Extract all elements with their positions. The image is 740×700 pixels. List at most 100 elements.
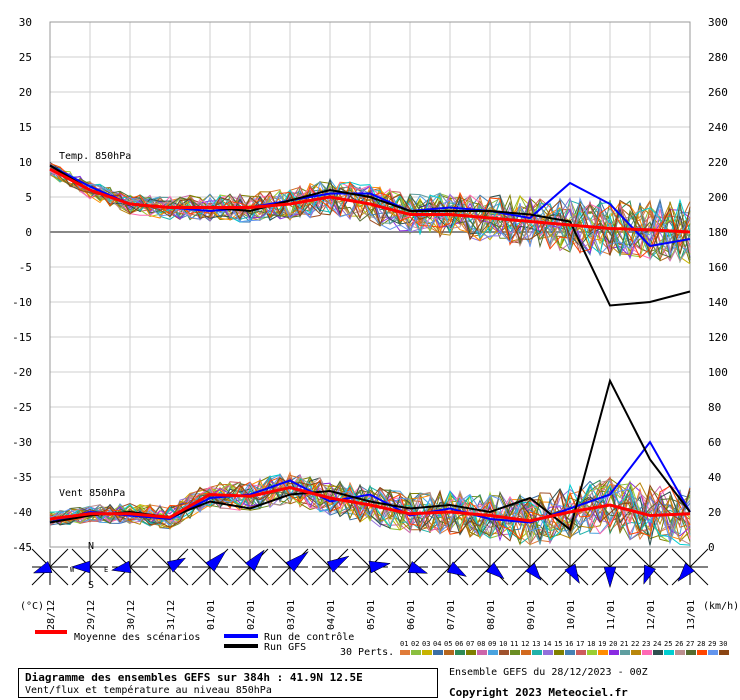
left-tick-label: -30: [12, 436, 32, 449]
main-series-lines: [49, 164, 691, 532]
pert-swatch: [576, 650, 586, 655]
temp-panel-label: Temp. 850hPa: [59, 151, 131, 162]
wind-arrow: [244, 549, 265, 572]
left-tick-label: -10: [12, 296, 32, 309]
legend-gfs-swatch: [224, 644, 258, 648]
right-tick-label: 300: [708, 16, 728, 29]
pert-swatch: [455, 650, 465, 655]
date-label: 09/01: [526, 600, 537, 630]
wind-panel-label: Vent 850hPa: [59, 488, 125, 499]
wind-arrow: [677, 562, 696, 582]
pert-number: 07: [466, 640, 474, 648]
pert-number: 04: [433, 640, 441, 648]
left-axis-ticks: 30 25 20 15 10 5 0 -5 -10 -15 -20 -25 -30 -35 -40 -45: [12, 16, 32, 554]
pert-swatch: [400, 650, 410, 655]
pert-swatch: [620, 650, 630, 655]
date-label: 12/01: [646, 600, 657, 630]
wind-arrow: [485, 561, 505, 580]
ensemble-run-label: Ensemble GEFS du 28/12/2023 - 00Z: [449, 667, 648, 678]
pert-number: 27: [686, 640, 694, 648]
wind-rose: [591, 548, 629, 589]
pert-swatch: [543, 650, 553, 655]
right-tick-label: 220: [708, 156, 728, 169]
pert-swatch: [565, 650, 575, 655]
legend-perts-label: 30 Perts.: [340, 647, 394, 658]
left-tick-label: -20: [12, 366, 32, 379]
pert-number: 30: [719, 640, 727, 648]
chart-grid: [49, 21, 691, 548]
date-labels: 28/12 29/12 30/12 31/12 01/01 02/01 03/01 04/01…: [46, 600, 697, 630]
pert-number: 09: [488, 640, 496, 648]
pert-number: 05: [444, 640, 452, 648]
date-label: 03/01: [286, 600, 297, 630]
right-tick-label: 260: [708, 86, 728, 99]
right-tick-label: 40: [708, 471, 721, 484]
wind-rose: [671, 548, 709, 586]
pert-swatch: [609, 650, 619, 655]
pert-swatch: [719, 650, 729, 655]
date-label: 13/01: [686, 600, 697, 630]
pert-number: 17: [576, 640, 584, 648]
wind-rose: [110, 548, 149, 586]
wind-arrow: [70, 560, 91, 574]
pert-swatch: [664, 650, 674, 655]
date-label: 29/12: [86, 600, 97, 630]
wind-rose: [351, 548, 391, 586]
wind-rose: [31, 548, 69, 586]
pert-swatch: [653, 650, 663, 655]
legend-gfs-label: Run GFS: [264, 642, 306, 653]
wind-direction-row: [31, 548, 709, 589]
wind-rose: [311, 548, 350, 586]
pert-number: 14: [543, 640, 551, 648]
pert-swatch: [444, 650, 454, 655]
wind-arrow: [524, 562, 542, 581]
footer-subtitle: Vent/flux et température au niveau 850hP…: [25, 685, 272, 696]
right-tick-label: 120: [708, 331, 728, 344]
footer-title: Diagramme des ensembles GEFS sur 384h : …: [25, 671, 363, 684]
pert-number: 21: [620, 640, 628, 648]
wind-rose: [431, 548, 469, 586]
legend-control-swatch: [224, 634, 258, 638]
left-tick-label: -45: [12, 541, 32, 554]
pert-swatch: [554, 650, 564, 655]
pert-number: 23: [642, 640, 650, 648]
pert-swatch: [686, 650, 696, 655]
temp-pert-line: [49, 164, 691, 256]
pert-number: 01: [400, 640, 408, 648]
wind-rose: [551, 548, 589, 586]
left-tick-label: -5: [19, 261, 32, 274]
wind-rose: [231, 548, 269, 586]
right-tick-label: 100: [708, 366, 728, 379]
pert-number: 13: [532, 640, 540, 648]
date-label: 01/01: [206, 600, 217, 630]
wind-arrow: [368, 560, 391, 574]
date-label: 10/01: [566, 600, 577, 630]
left-unit: (°C): [20, 601, 44, 612]
pert-number: 10: [499, 640, 507, 648]
right-tick-label: 200: [708, 191, 728, 204]
wind-rose: [151, 548, 189, 586]
date-label: 07/01: [446, 600, 457, 630]
compass-n: N: [88, 541, 94, 552]
wind-arrow: [32, 560, 53, 574]
temp-pert-line: [49, 168, 691, 262]
perturbation-legend: 01 02 03 04 05 06 07 08 09 10 11 12 13 14 15 16 17 18 19 20…: [400, 640, 729, 655]
legend-mean-label: Moyenne des scénarios: [74, 631, 200, 643]
date-label: 08/01: [486, 600, 497, 630]
wind-control-line: [49, 440, 691, 524]
pert-number: 02: [411, 640, 419, 648]
compass-s: S: [88, 580, 94, 591]
left-tick-label: -25: [12, 401, 32, 414]
left-tick-label: 5: [25, 191, 32, 204]
left-tick-label: 20: [19, 86, 32, 99]
temp-mean-line: [49, 167, 691, 234]
pert-number: 29: [708, 640, 716, 648]
pert-number: 28: [697, 640, 705, 648]
right-tick-label: 280: [708, 51, 728, 64]
pert-swatch: [587, 650, 597, 655]
pert-number: 16: [565, 640, 573, 648]
pert-swatch: [488, 650, 498, 655]
left-tick-label: -15: [12, 331, 32, 344]
legend-mean-swatch: [35, 630, 67, 634]
